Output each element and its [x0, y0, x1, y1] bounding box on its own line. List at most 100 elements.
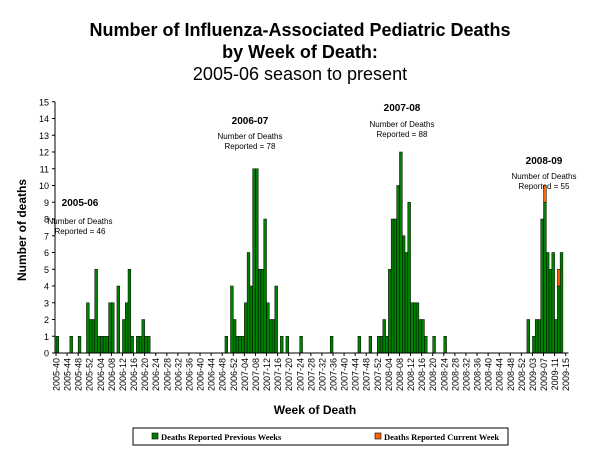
y-tick-label: 14 [39, 114, 49, 124]
bar-previous-weeks [91, 319, 96, 354]
y-tick-label: 8 [44, 215, 49, 225]
x-tick-label: 2009-03 [528, 358, 538, 391]
annotation-season: 2006-07 [232, 116, 269, 127]
x-tick-label: 2007-40 [340, 358, 350, 391]
bar-previous-weeks [102, 336, 107, 354]
x-tick-label: 2008-08 [395, 358, 405, 391]
bar-previous-weeks [263, 218, 267, 354]
y-tick-label: 15 [39, 97, 49, 107]
bar-previous-weeks [280, 336, 284, 354]
bar-previous-weeks [136, 336, 140, 354]
x-tick-label: 2008-36 [473, 358, 483, 391]
bar-current-week [543, 185, 547, 203]
x-tick-label: 2005-44 [63, 358, 73, 391]
bar-previous-weeks [111, 302, 115, 354]
bar-previous-weeks [147, 336, 151, 354]
annotation-line2: Reported = 46 [55, 227, 106, 236]
x-tick-label: 2006-52 [229, 358, 239, 391]
x-tick-label: 2006-08 [107, 358, 117, 391]
x-tick-label: 2006-40 [196, 358, 206, 391]
bar-previous-weeks [144, 336, 148, 354]
x-tick-label: 2007-32 [317, 358, 327, 391]
bar-previous-weeks [415, 302, 420, 354]
bar-previous-weeks [299, 336, 303, 354]
annotation-line1: Number of Deaths [48, 217, 113, 226]
legend-box [132, 427, 509, 446]
x-tick-label: 2006-20 [140, 358, 150, 391]
bar-previous-weeks [396, 185, 400, 354]
bar-previous-weeks [377, 336, 381, 354]
bar-previous-weeks [235, 336, 240, 354]
x-tick-label: 2007-48 [362, 358, 372, 391]
y-tick-label: 7 [44, 231, 49, 241]
bar-previous-weeks [252, 168, 256, 354]
bar-previous-weeks [255, 168, 259, 354]
bar-previous-weeks [382, 319, 386, 354]
y-tick-label: 4 [44, 282, 49, 292]
bar-previous-weeks [274, 285, 278, 354]
bar-previous-weeks [388, 269, 392, 354]
bar-previous-weeks [532, 336, 536, 354]
x-tick-label: 2006-24 [151, 358, 161, 391]
y-tick-label: 6 [44, 248, 49, 258]
bar-previous-weeks [224, 336, 228, 354]
bar-previous-weeks [257, 269, 262, 354]
bar-previous-weeks [534, 319, 539, 354]
bar-previous-weeks [55, 336, 60, 354]
annotation-line1: Number of Deaths [218, 132, 283, 141]
annotation-line1: Number of Deaths [370, 120, 435, 129]
x-tick-label: 2008-04 [384, 358, 394, 391]
chart-subtitle: 2005-06 season to present [193, 64, 407, 84]
bar-previous-weeks [94, 269, 98, 354]
bar-previous-weeks [399, 151, 403, 354]
bar-previous-weeks [125, 302, 129, 354]
bar-previous-weeks [69, 336, 73, 354]
bar-previous-weeks [266, 302, 270, 354]
x-tick-label: 2009-11 [550, 358, 560, 390]
bar-previous-weeks [540, 218, 544, 354]
y-tick-label: 3 [44, 298, 49, 308]
x-tick-label: 2008-44 [495, 358, 505, 391]
bar-previous-weeks [543, 202, 547, 354]
bar-previous-weeks [368, 336, 373, 354]
x-tick-label: 2005-52 [85, 358, 95, 391]
bar-previous-weeks [390, 218, 395, 354]
x-tick-label: 2007-08 [251, 358, 261, 391]
bar-previous-weeks [379, 336, 384, 354]
x-tick-label: 2007-36 [329, 358, 339, 391]
bar-previous-weeks [407, 202, 411, 354]
y-tick-label: 0 [44, 349, 49, 359]
annotation-season: 2007-08 [384, 103, 421, 114]
bar-previous-weeks [88, 319, 93, 354]
annotation-line2: Reported = 78 [225, 142, 276, 151]
y-tick-label: 12 [39, 148, 49, 158]
annotation-2006-07: 2006-07 Number of Deaths Reported = 78 [218, 116, 283, 151]
y-tick-label: 10 [39, 181, 49, 191]
bar-previous-weeks [424, 336, 428, 354]
x-tick-label: 2007-04 [240, 358, 250, 391]
bar-previous-weeks [559, 252, 564, 354]
legend-label-current: Deaths Reported Current Week [384, 432, 499, 442]
bar-previous-weeks [241, 336, 245, 354]
bar-previous-weeks [410, 302, 414, 354]
x-tick-label: 2005-40 [52, 358, 62, 391]
y-tick-label: 1 [44, 332, 49, 342]
bar-previous-weeks [249, 285, 253, 354]
bar-previous-weeks [108, 302, 112, 354]
bar-previous-weeks [557, 285, 561, 354]
x-tick-label: 2007-52 [373, 358, 383, 391]
bar-previous-weeks [537, 319, 541, 354]
x-tick-label: 2006-44 [207, 358, 217, 391]
bar-previous-weeks [100, 336, 104, 354]
bar-previous-weeks [116, 285, 120, 354]
x-tick-label: 2007-24 [295, 358, 305, 391]
bar-previous-weeks [357, 336, 361, 354]
x-tick-label: 2008-48 [506, 358, 516, 391]
x-tick-label: 2008-52 [517, 358, 527, 391]
x-tick-label: 2007-16 [273, 358, 283, 391]
x-tick-label: 2008-24 [439, 358, 449, 391]
legend-swatch-current [374, 432, 382, 440]
bar-previous-weeks [551, 252, 555, 354]
bar-current-week [557, 269, 561, 287]
